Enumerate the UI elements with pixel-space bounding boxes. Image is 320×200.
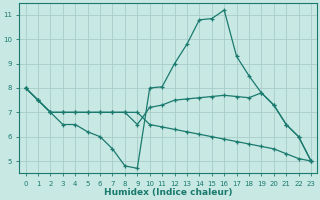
X-axis label: Humidex (Indice chaleur): Humidex (Indice chaleur): [104, 188, 233, 197]
